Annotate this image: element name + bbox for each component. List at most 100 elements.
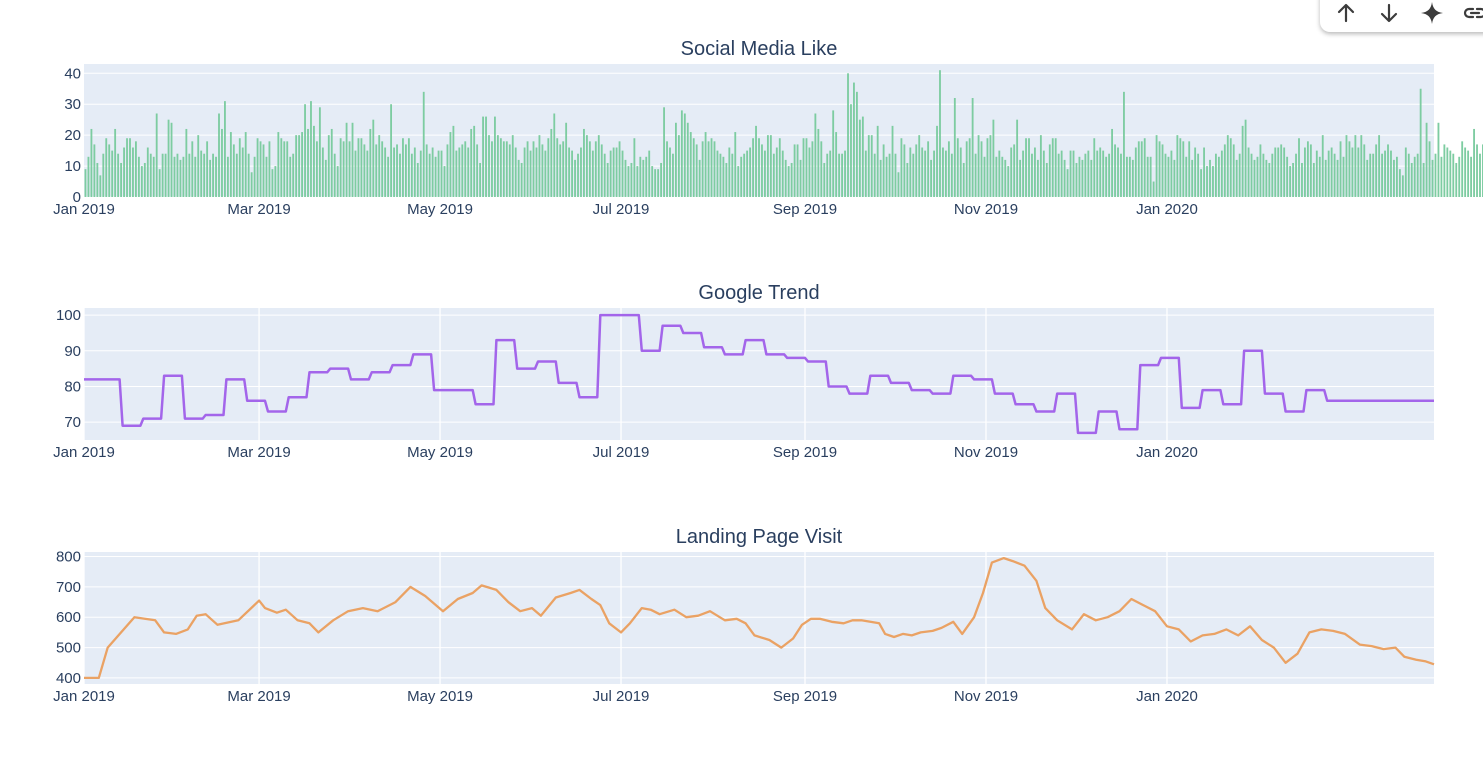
bar bbox=[1259, 144, 1262, 197]
bar bbox=[372, 119, 375, 197]
bar bbox=[873, 153, 876, 197]
plot-background bbox=[84, 308, 1434, 440]
y-tick-label: 500 bbox=[56, 640, 81, 657]
bar bbox=[1123, 91, 1125, 197]
bar bbox=[479, 162, 482, 197]
bar bbox=[772, 153, 775, 197]
bar bbox=[511, 135, 514, 197]
bar bbox=[188, 153, 191, 197]
bar bbox=[858, 119, 861, 197]
bar bbox=[235, 153, 238, 197]
bar bbox=[84, 169, 87, 197]
x-tick-label: Mar 2019 bbox=[227, 201, 290, 218]
bar bbox=[342, 141, 345, 197]
bar bbox=[1301, 162, 1303, 197]
bar bbox=[369, 128, 372, 197]
bar bbox=[633, 138, 636, 197]
bar bbox=[680, 110, 683, 197]
bar bbox=[250, 172, 253, 197]
bar bbox=[998, 150, 1001, 197]
bar bbox=[351, 122, 354, 197]
bar bbox=[971, 98, 974, 197]
bar bbox=[390, 104, 393, 197]
bar bbox=[749, 147, 752, 197]
x-tick-label: Jan 2019 bbox=[53, 201, 115, 218]
bar bbox=[1321, 135, 1324, 197]
bar bbox=[520, 162, 523, 197]
bar bbox=[1203, 147, 1205, 197]
bar bbox=[437, 150, 440, 197]
bar bbox=[348, 141, 351, 197]
bar bbox=[229, 132, 232, 197]
bar bbox=[1393, 159, 1395, 197]
bar bbox=[692, 138, 695, 197]
bar bbox=[627, 166, 630, 197]
bar bbox=[357, 138, 360, 197]
bar bbox=[449, 132, 452, 197]
bar bbox=[232, 144, 235, 197]
copy-link-button[interactable] bbox=[1453, 0, 1483, 29]
bar bbox=[218, 113, 220, 197]
x-tick-label: Mar 2019 bbox=[227, 444, 290, 461]
bar bbox=[1419, 88, 1422, 197]
bar bbox=[149, 153, 152, 197]
scroll-up-button[interactable] bbox=[1324, 0, 1367, 29]
bar bbox=[1306, 141, 1309, 197]
bar bbox=[93, 144, 96, 197]
bar bbox=[1437, 122, 1440, 197]
bar bbox=[1404, 147, 1407, 197]
bar bbox=[585, 135, 588, 197]
bar bbox=[111, 150, 114, 197]
bar bbox=[1066, 169, 1069, 197]
bar bbox=[915, 144, 918, 197]
bar bbox=[1244, 119, 1247, 197]
bar bbox=[710, 138, 713, 197]
bar bbox=[434, 156, 437, 197]
bar bbox=[936, 125, 938, 197]
bar bbox=[185, 128, 188, 197]
bar bbox=[1360, 135, 1363, 197]
bar bbox=[1057, 153, 1060, 197]
bar bbox=[1060, 150, 1063, 197]
bar bbox=[366, 150, 369, 197]
x-tick-label: Nov 2019 bbox=[954, 201, 1018, 218]
bar bbox=[289, 156, 292, 197]
x-tick-label: Sep 2019 bbox=[773, 444, 837, 461]
bar bbox=[921, 147, 924, 197]
bar bbox=[1375, 144, 1378, 197]
bar bbox=[897, 172, 900, 197]
bar bbox=[87, 156, 90, 197]
bar bbox=[1357, 147, 1360, 197]
bar bbox=[974, 153, 977, 197]
bar bbox=[1185, 156, 1188, 197]
bar bbox=[882, 144, 885, 197]
bar bbox=[894, 153, 897, 197]
bar bbox=[339, 138, 342, 197]
bar bbox=[588, 141, 591, 197]
bar bbox=[1452, 153, 1455, 197]
bar bbox=[624, 159, 627, 197]
bar bbox=[1200, 169, 1203, 197]
bar bbox=[1372, 153, 1375, 197]
x-tick-label: Jan 2020 bbox=[1136, 444, 1198, 461]
bar bbox=[1324, 159, 1327, 197]
ai-assist-button[interactable] bbox=[1410, 0, 1453, 29]
bar bbox=[1366, 159, 1369, 197]
bar bbox=[1253, 159, 1256, 197]
bar bbox=[716, 150, 719, 197]
bar bbox=[1093, 138, 1096, 197]
bar bbox=[1197, 153, 1200, 197]
bar bbox=[1063, 159, 1066, 197]
bar bbox=[310, 101, 312, 197]
bar bbox=[1007, 166, 1010, 197]
bar bbox=[580, 147, 582, 197]
bar bbox=[224, 101, 226, 197]
bar bbox=[271, 169, 274, 197]
bar bbox=[126, 138, 128, 197]
chart-panel-1: 0 10 20 30 40 Jan 2019 Mar 2019 May 2019 Jul 201… bbox=[53, 38, 1483, 218]
bar bbox=[1283, 147, 1286, 197]
bar bbox=[1102, 150, 1105, 197]
scroll-down-button[interactable] bbox=[1367, 0, 1410, 29]
bar bbox=[666, 141, 668, 197]
bar bbox=[855, 91, 858, 197]
